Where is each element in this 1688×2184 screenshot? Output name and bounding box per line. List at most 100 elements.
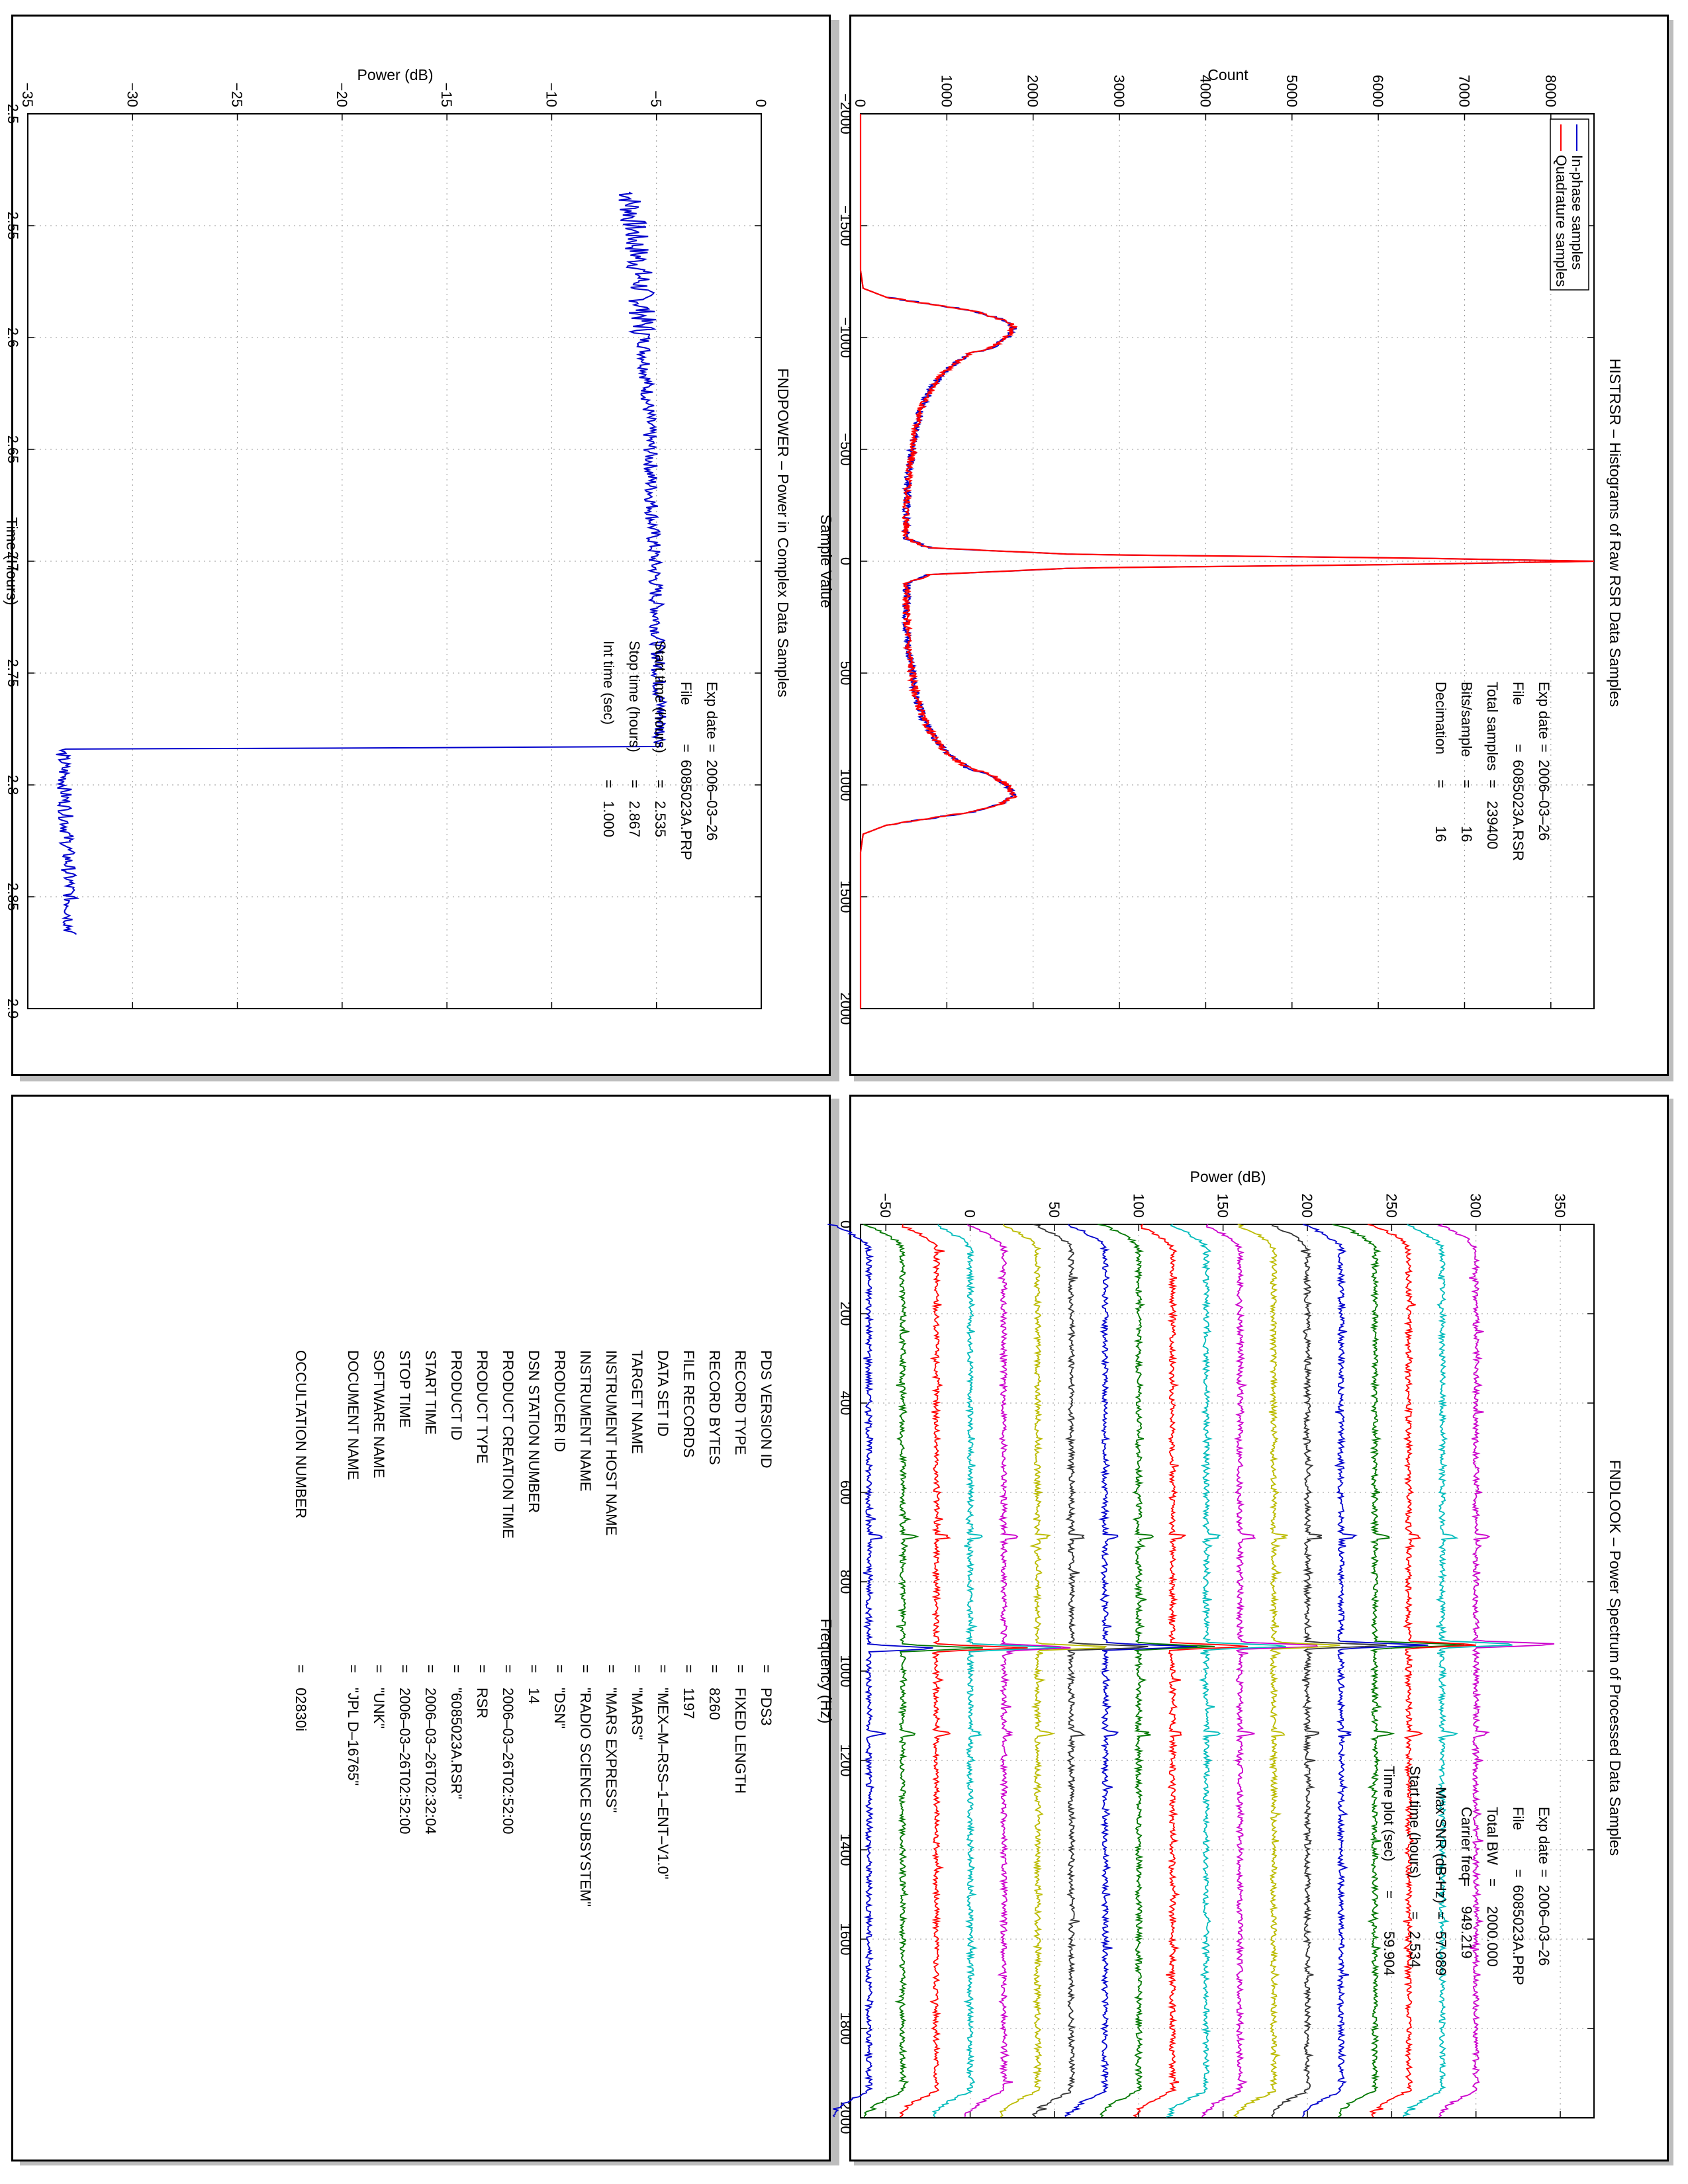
annot-label: Start time (hours) xyxy=(652,641,669,753)
fndlook-x-tick-label: 600 xyxy=(837,1480,854,1505)
fndlook-annotations: Exp date = 2006–03–26 File = 6085023A.PR… xyxy=(1381,1766,1552,1985)
fndpower-annotations: Exp date = 2006–03–26 File = 6085023A.PR… xyxy=(600,641,720,860)
annot-value: 2006–03–26 xyxy=(704,760,720,841)
histrsr-chart: HISTRSR – Histograms of Raw RSR Data Sam… xyxy=(818,66,1624,1024)
histrsr-series xyxy=(859,114,1595,1009)
annot-label: Total BW xyxy=(1484,1807,1501,1865)
fndpower-x-tick-label: 2.6 xyxy=(5,328,21,348)
fndlook-series-line xyxy=(1133,1224,1248,2118)
annot-label: File xyxy=(1510,682,1526,705)
fndlook-series-line xyxy=(1166,1224,1286,2118)
fndlook-panel xyxy=(849,1095,1669,2161)
histrsr-y-tick-label: 5000 xyxy=(1284,75,1300,107)
label-key: START TIME xyxy=(422,1350,439,1435)
label-eq: = xyxy=(474,1664,491,1673)
fndlook-title: FNDLOOK – Power Spectrum of Processed Da… xyxy=(1607,1460,1624,1856)
annot-value: 239400 xyxy=(1484,801,1501,849)
annot-value: 16 xyxy=(1432,826,1449,842)
fndlook-y-tick-label: 250 xyxy=(1383,1193,1399,1218)
label-value: 2006–03–26T02:32:04 xyxy=(422,1688,439,1834)
histrsr-x-tick-label: 2000 xyxy=(837,993,854,1025)
fndpower-y-ticks: −35 −30 −25 −20 −15 −10 −5 0 xyxy=(19,83,769,1009)
fndlook-series-line xyxy=(1064,1224,1197,2117)
histrsr-x-tick-label: −1000 xyxy=(837,317,854,358)
label-key: INSTRUMENT NAME xyxy=(577,1350,594,1492)
label-panel xyxy=(11,1095,831,2161)
label-eq: = xyxy=(680,1664,697,1673)
label-eq: = xyxy=(448,1664,465,1673)
fndpower-x-axis-label: Time (Hours) xyxy=(3,517,21,605)
histrsr-y-ticks: 0 1000 2000 3000 4000 5000 6000 7000 8000 xyxy=(852,75,1559,1009)
label-key: SOFTWARE NAME xyxy=(371,1350,387,1479)
label-value: FIXED LENGTH xyxy=(732,1688,749,1794)
histrsr-x-tick-label: 1000 xyxy=(837,769,854,801)
fndlook-series-line xyxy=(899,1224,1028,2118)
label-value: PDS3 xyxy=(758,1688,774,1725)
annot-value: 57.089 xyxy=(1432,1931,1449,1976)
fndpower-x-tick-label: 2.75 xyxy=(5,659,21,688)
label-value: "MARS EXPRESS" xyxy=(603,1688,620,1813)
annot-label: Max SNR (dB-Hz) xyxy=(1432,1787,1449,1903)
label-key: DSN STATION NUMBER xyxy=(526,1350,542,1513)
annot-label: Int time (sec) xyxy=(600,641,617,725)
label-value: 14 xyxy=(526,1688,542,1704)
histrsr-x-axis-label: Sample Value xyxy=(818,514,835,608)
annot-value: 2.534 xyxy=(1407,1931,1423,1968)
fndpower-x-tick-label: 2.85 xyxy=(5,883,21,911)
label-value: "JPL D–16765" xyxy=(345,1688,361,1786)
annot-value: 2.535 xyxy=(652,801,669,837)
label-value: 8260 xyxy=(706,1688,723,1720)
histrsr-legend-box xyxy=(1550,118,1589,291)
fndpower-y-tick-label: −35 xyxy=(19,83,36,107)
fndlook-series-line xyxy=(931,1224,1062,2118)
fndlook-y-tick-label: 300 xyxy=(1468,1193,1484,1218)
annot-eq: = xyxy=(1536,744,1552,752)
fndlook-x-tick-label: 2000 xyxy=(837,2102,854,2134)
fndpower-y-tick-label: 0 xyxy=(753,99,769,107)
annot-eq: = xyxy=(1510,1869,1526,1878)
fndpower-x-tick-label: 2.9 xyxy=(5,999,21,1019)
fndpower-grid xyxy=(27,113,762,1009)
histrsr-x-tick-label: 1500 xyxy=(837,881,854,913)
fndpower-title: FNDPOWER – Power in Complex Data Samples xyxy=(774,368,792,697)
histrsr-x-tick-label: −500 xyxy=(837,433,854,466)
fndpower-x-tick-label: 2.5 xyxy=(5,104,21,124)
fndlook-series xyxy=(827,1224,1555,2118)
fndlook-series-line xyxy=(863,1224,983,2118)
label-eq: = xyxy=(293,1664,309,1673)
annot-eq: = xyxy=(626,780,643,788)
annot-label: File xyxy=(678,682,694,705)
annot-eq: = xyxy=(1458,1878,1475,1887)
label-key: TARGET NAME xyxy=(629,1350,645,1454)
histrsr-x-tick-label: 500 xyxy=(837,661,854,686)
annot-value: 2006–03–26 xyxy=(1536,1885,1552,1966)
histrsr-series-line xyxy=(859,114,1595,1009)
fndlook-series-line xyxy=(964,1224,1071,2117)
label-table: PDS VERSION ID = PDS3 RECORD TYPE = FIXED LEN… xyxy=(293,1350,774,1907)
fndlook-y-tick-label: 100 xyxy=(1130,1193,1147,1218)
fndpower-y-tick-label: −20 xyxy=(334,83,350,107)
fndpower-y-tick-label: −10 xyxy=(543,83,559,107)
label-value: "UNK" xyxy=(371,1688,387,1729)
fndpower-x-tick-label: 2.8 xyxy=(5,775,21,796)
annot-value: 2000.000 xyxy=(1484,1906,1501,1967)
fndpower-y-axis-label: Power (dB) xyxy=(357,66,433,83)
annot-value: 16 xyxy=(1458,826,1475,842)
annot-eq: = xyxy=(1458,780,1475,788)
histrsr-y-tick-label: 1000 xyxy=(938,75,955,107)
fndlook-series-line xyxy=(1402,1224,1513,2117)
annot-value: 6085023A.PRP xyxy=(678,760,694,860)
fndpower-y-tick-label: −25 xyxy=(229,83,246,107)
fndpower-y-tick-label: −30 xyxy=(124,83,140,107)
label-eq: = xyxy=(371,1664,387,1673)
legend-label-quadrature: Quadrature samples xyxy=(1553,155,1570,287)
fndlook-series-line xyxy=(1031,1224,1149,2118)
histrsr-y-axis-label: Count xyxy=(1207,66,1248,83)
label-eq: = xyxy=(500,1664,516,1673)
fndlook-series-line xyxy=(827,1224,933,2118)
annot-value: 6085023A.RSR xyxy=(1510,760,1526,861)
label-eq: = xyxy=(577,1664,594,1673)
histrsr-y-tick-label: 7000 xyxy=(1456,75,1472,107)
label-key: FILE RECORDS xyxy=(680,1350,697,1458)
